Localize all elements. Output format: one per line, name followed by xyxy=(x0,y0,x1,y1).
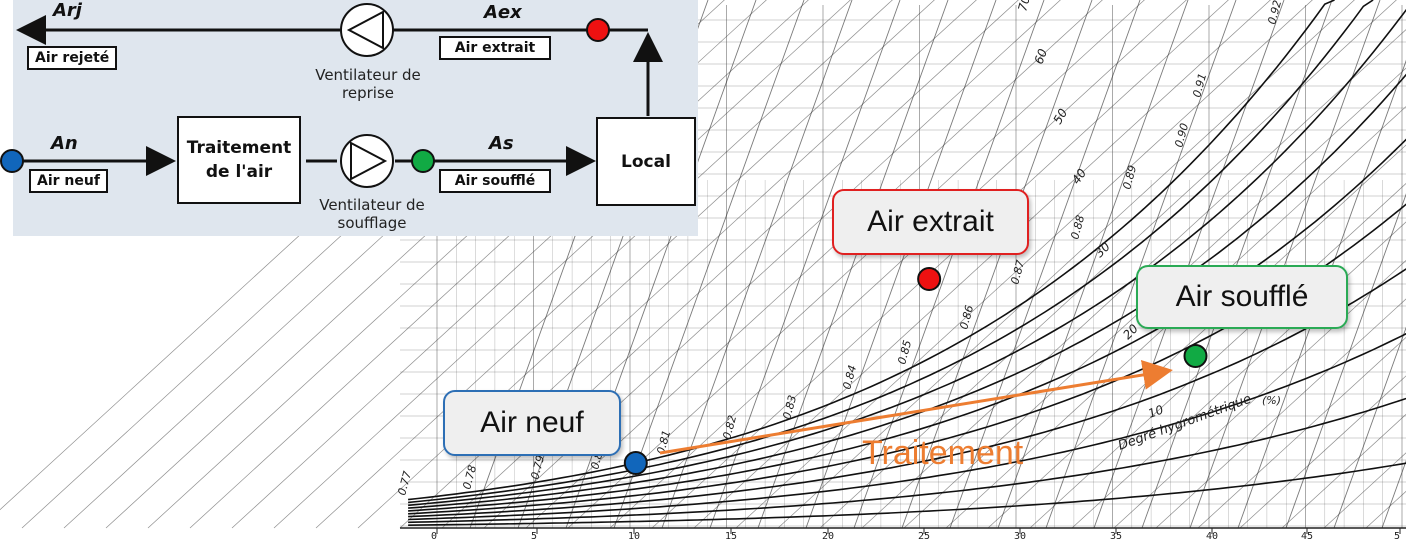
x-tick-label: 5 xyxy=(531,531,538,542)
x-tick-label: 5 xyxy=(1394,531,1401,542)
schematic-markers xyxy=(0,18,610,173)
an-code: An xyxy=(51,133,78,154)
background-label: 0.79 xyxy=(528,454,547,481)
callout-air-neuf: Air neuf xyxy=(443,390,621,456)
background-label: 0.78 xyxy=(460,464,479,491)
air-rejete-label: Air rejeté xyxy=(27,46,118,70)
background-label: 50 xyxy=(1050,106,1070,127)
x-tick-label: 0 xyxy=(431,531,438,542)
background-label: 60 xyxy=(1032,47,1051,66)
background-label: 70 xyxy=(1015,0,1033,13)
treatment-annotation: Traitement xyxy=(862,434,1024,472)
background-label: 0.85 xyxy=(895,339,914,366)
background-label: Degré hygrométrique xyxy=(1116,392,1253,454)
background-label: 0.89 xyxy=(1120,164,1139,191)
aex-code: Aex xyxy=(484,2,522,23)
background-label: 0.90 xyxy=(1172,122,1191,149)
point-air-extrait xyxy=(917,267,942,291)
background-label: 0.83 xyxy=(780,394,799,421)
x-tick-label: 20 xyxy=(822,531,835,542)
background-label: 10 xyxy=(1146,402,1165,421)
air-souffle-label: Air soufflé xyxy=(439,169,551,193)
x-tick-label: 45 xyxy=(1301,531,1314,542)
point-air-souffl- xyxy=(1183,344,1208,368)
arj-code: Arj xyxy=(53,0,82,21)
x-tick-label: 10 xyxy=(628,531,641,542)
fan-supply-caption: Ventilateur de soufflage xyxy=(319,196,425,232)
background-label: 0.86 xyxy=(957,304,976,331)
fan-return-caption: Ventilateur de reprise xyxy=(315,66,421,102)
x-tick-label: 40 xyxy=(1206,531,1219,542)
treatment-arrow xyxy=(659,360,1173,455)
return-fan-icon xyxy=(340,3,394,57)
x-axis-ticks xyxy=(436,528,1401,534)
local-unit: Local xyxy=(596,117,696,206)
supply-fan-icon xyxy=(340,134,394,188)
background-label: 0.77 xyxy=(395,470,414,497)
background-label: (%) xyxy=(1262,394,1281,407)
background-label: 0.91 xyxy=(1190,72,1209,99)
background-label: 0.82 xyxy=(720,414,739,441)
schema-green-point xyxy=(411,149,435,173)
schema-red-point xyxy=(586,18,610,42)
as-code: As xyxy=(489,133,514,154)
background-label: 0.88 xyxy=(1068,214,1087,241)
point-air-neuf xyxy=(623,451,648,475)
background-label: 0.84 xyxy=(840,364,859,391)
x-tick-label: 35 xyxy=(1110,531,1123,542)
schema-blue-point xyxy=(0,149,24,173)
background-label: 0.87 xyxy=(1008,259,1027,286)
background-label: 0.81 xyxy=(654,429,673,456)
callout-air-souffle: Air soufflé xyxy=(1136,265,1348,329)
x-tick-label: 15 xyxy=(725,531,738,542)
air-extrait-label: Air extrait xyxy=(439,36,551,60)
x-tick-label: 25 xyxy=(918,531,931,542)
background-label: 0.92 xyxy=(1265,0,1284,26)
callout-air-extrait: Air extrait xyxy=(832,189,1029,255)
air-neuf-label: Air neuf xyxy=(29,169,108,193)
x-tick-label: 30 xyxy=(1014,531,1027,542)
treatment-unit: Traitement de l'air xyxy=(177,116,301,204)
